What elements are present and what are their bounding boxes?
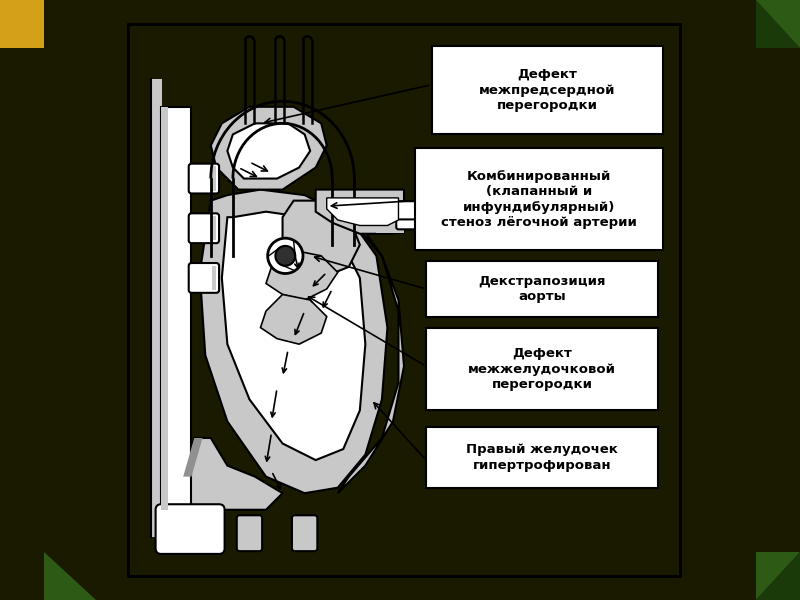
Polygon shape [227, 124, 310, 179]
Polygon shape [305, 202, 310, 233]
Polygon shape [212, 166, 216, 191]
Polygon shape [377, 202, 404, 233]
Polygon shape [183, 438, 202, 476]
Polygon shape [326, 198, 398, 226]
FancyBboxPatch shape [189, 214, 219, 243]
FancyBboxPatch shape [292, 515, 318, 551]
Circle shape [275, 246, 295, 266]
Polygon shape [212, 266, 216, 290]
FancyBboxPatch shape [426, 262, 658, 317]
Polygon shape [261, 295, 326, 344]
Polygon shape [322, 195, 404, 493]
Polygon shape [183, 438, 282, 510]
FancyBboxPatch shape [189, 263, 219, 293]
Text: Правый желудочек
гипертрофирован: Правый желудочек гипертрофирован [466, 443, 618, 472]
FancyBboxPatch shape [426, 328, 658, 410]
FancyBboxPatch shape [415, 148, 663, 250]
FancyBboxPatch shape [432, 46, 663, 134]
Polygon shape [222, 212, 366, 460]
Text: Дефект
межпредсердной
перегородки: Дефект межпредсердной перегородки [479, 68, 616, 112]
FancyBboxPatch shape [305, 202, 404, 233]
Circle shape [268, 238, 303, 274]
Polygon shape [211, 107, 326, 190]
FancyBboxPatch shape [151, 79, 162, 538]
FancyBboxPatch shape [237, 515, 262, 551]
Polygon shape [161, 107, 168, 510]
Polygon shape [316, 190, 404, 234]
FancyBboxPatch shape [396, 201, 431, 220]
Polygon shape [282, 200, 360, 278]
Polygon shape [266, 250, 338, 300]
Polygon shape [200, 190, 387, 493]
FancyBboxPatch shape [161, 107, 191, 510]
FancyBboxPatch shape [189, 164, 219, 193]
FancyBboxPatch shape [426, 427, 658, 488]
Text: Декстрапозиция
аорты: Декстрапозиция аорты [478, 275, 606, 303]
FancyBboxPatch shape [155, 504, 225, 554]
Polygon shape [212, 216, 216, 241]
Text: Комбинированный
(клапанный и
инфундибулярный)
стеноз лёгочной артерии: Комбинированный (клапанный и инфундибуля… [442, 170, 637, 229]
Text: Дефект
межжелудочковой
перегородки: Дефект межжелудочковой перегородки [468, 347, 616, 391]
FancyBboxPatch shape [396, 211, 431, 229]
